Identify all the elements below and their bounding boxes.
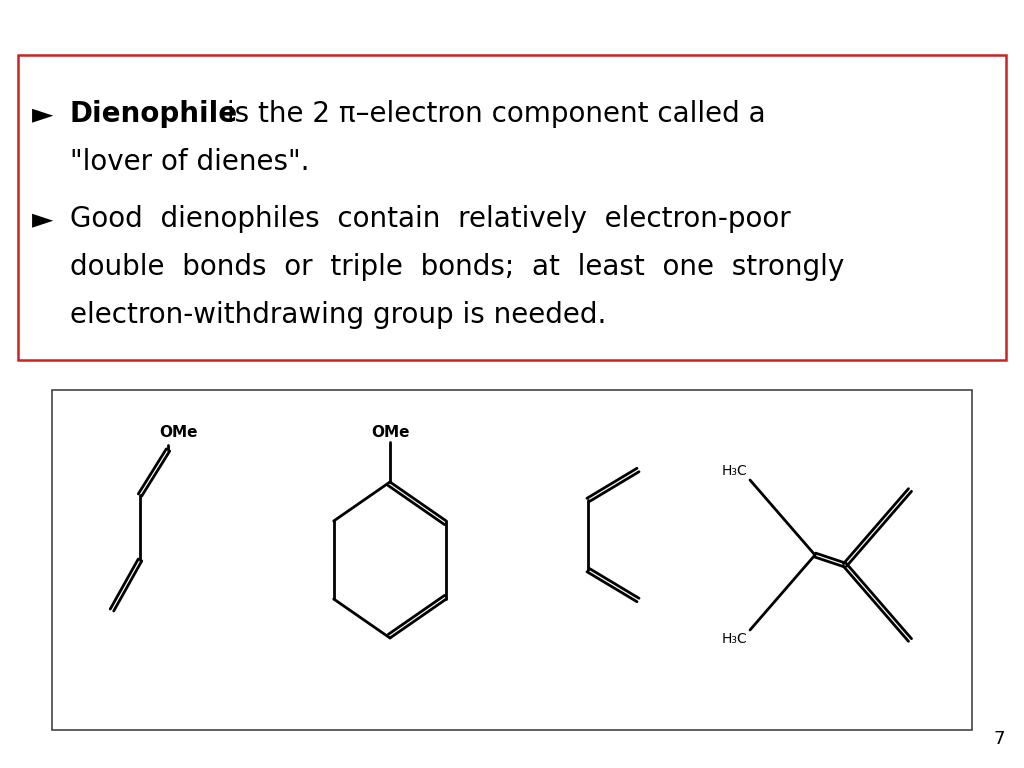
Text: Good  dienophiles  contain  relatively  electron-poor: Good dienophiles contain relatively elec… — [70, 205, 791, 233]
Text: electron-withdrawing group is needed.: electron-withdrawing group is needed. — [70, 301, 606, 329]
Bar — [18, 55, 1006, 360]
Text: Dienophile: Dienophile — [70, 100, 239, 128]
Text: H₃C: H₃C — [721, 632, 746, 646]
Bar — [52, 390, 972, 730]
Text: "lover of dienes".: "lover of dienes". — [70, 148, 309, 176]
Text: OMe: OMe — [159, 425, 198, 440]
Text: OMe: OMe — [371, 425, 410, 440]
Text: ►: ► — [32, 205, 53, 233]
Text: ►: ► — [32, 100, 53, 128]
Text: is the 2 π–electron component called a: is the 2 π–electron component called a — [218, 100, 766, 128]
Text: H₃C: H₃C — [721, 464, 746, 478]
Text: 7: 7 — [993, 730, 1005, 748]
Text: double  bonds  or  triple  bonds;  at  least  one  strongly: double bonds or triple bonds; at least o… — [70, 253, 844, 281]
